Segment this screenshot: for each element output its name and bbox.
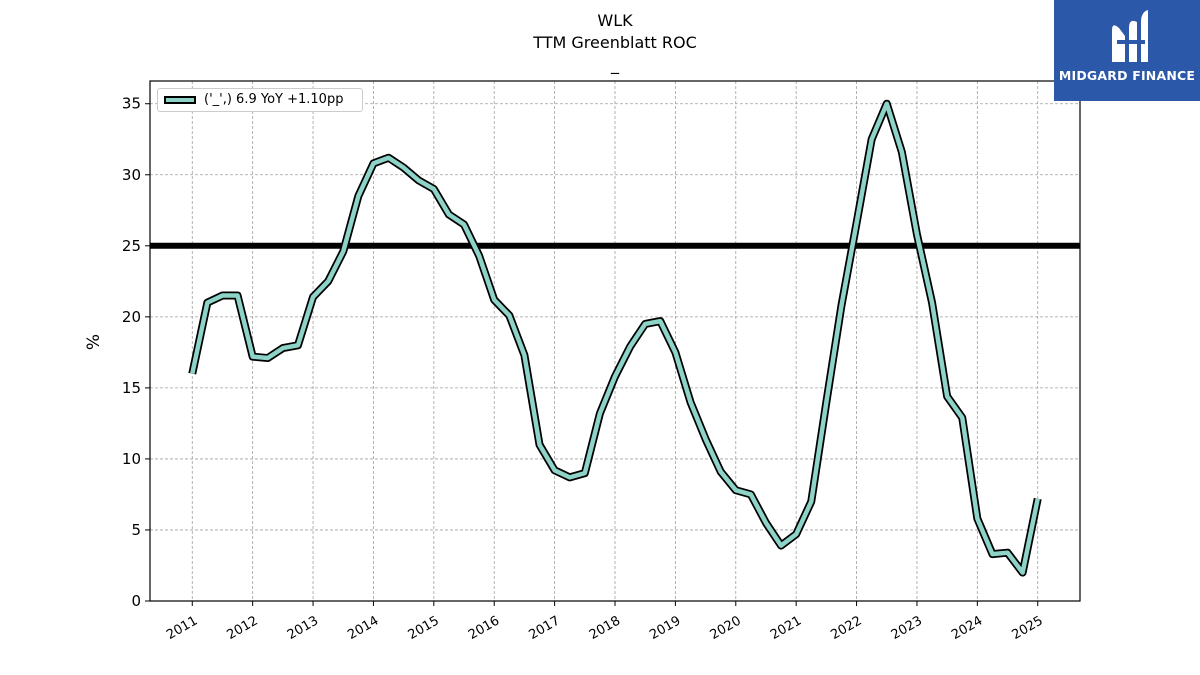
y-axis-title: % [84,333,104,351]
brand-logo: MIDGARD FINANCE [1054,0,1200,101]
y-tick-label: 0 [131,592,141,610]
x-tick-label: 2016 [466,613,502,643]
x-tick-label: 2019 [647,613,683,643]
x-tick-label: 2021 [768,613,804,643]
y-axis: 0 5 10 15 20 25 30 35 [122,95,150,610]
chart-title-ticker: WLK [597,11,633,30]
x-tick-label: 2020 [708,613,744,643]
midgard-m-icon [1112,10,1148,62]
legend-swatch [164,96,196,104]
x-tick-label: 2023 [889,613,925,643]
x-tick-label: 2024 [949,613,985,643]
legend: ('_',) 6.9 YoY +1.10pp [157,88,363,112]
x-tick-label: 2017 [526,613,562,643]
x-tick-label: 2025 [1010,613,1046,643]
x-tick-label: 2015 [406,613,442,643]
y-tick-label: 35 [122,95,141,113]
x-tick-label: 2014 [345,613,381,643]
x-tick-label: 2018 [587,613,623,643]
y-tick-label: 30 [122,166,141,184]
x-tick-label: 2013 [285,613,321,643]
x-axis: 2011 2012 2013 2014 2015 2016 2017 2018 2019 2020… [164,601,1046,643]
y-tick-label: 5 [131,521,141,539]
x-tick-label: 2012 [225,613,261,643]
chart-subtitle: _ [611,55,619,74]
series-line [190,101,1040,575]
y-tick-label: 25 [122,237,141,255]
logo-text: MIDGARD FINANCE [1058,68,1196,83]
legend-label: ('_',) 6.9 YoY +1.10pp [204,92,344,107]
series-layer [188,99,1042,577]
y-tick-label: 10 [122,450,141,468]
y-tick-label: 15 [122,379,141,397]
x-tick-label: 2022 [828,613,864,643]
y-tick-label: 20 [122,308,141,326]
chart-title-metric: TTM Greenblatt ROC [533,33,697,52]
x-tick-label: 2011 [164,613,200,643]
